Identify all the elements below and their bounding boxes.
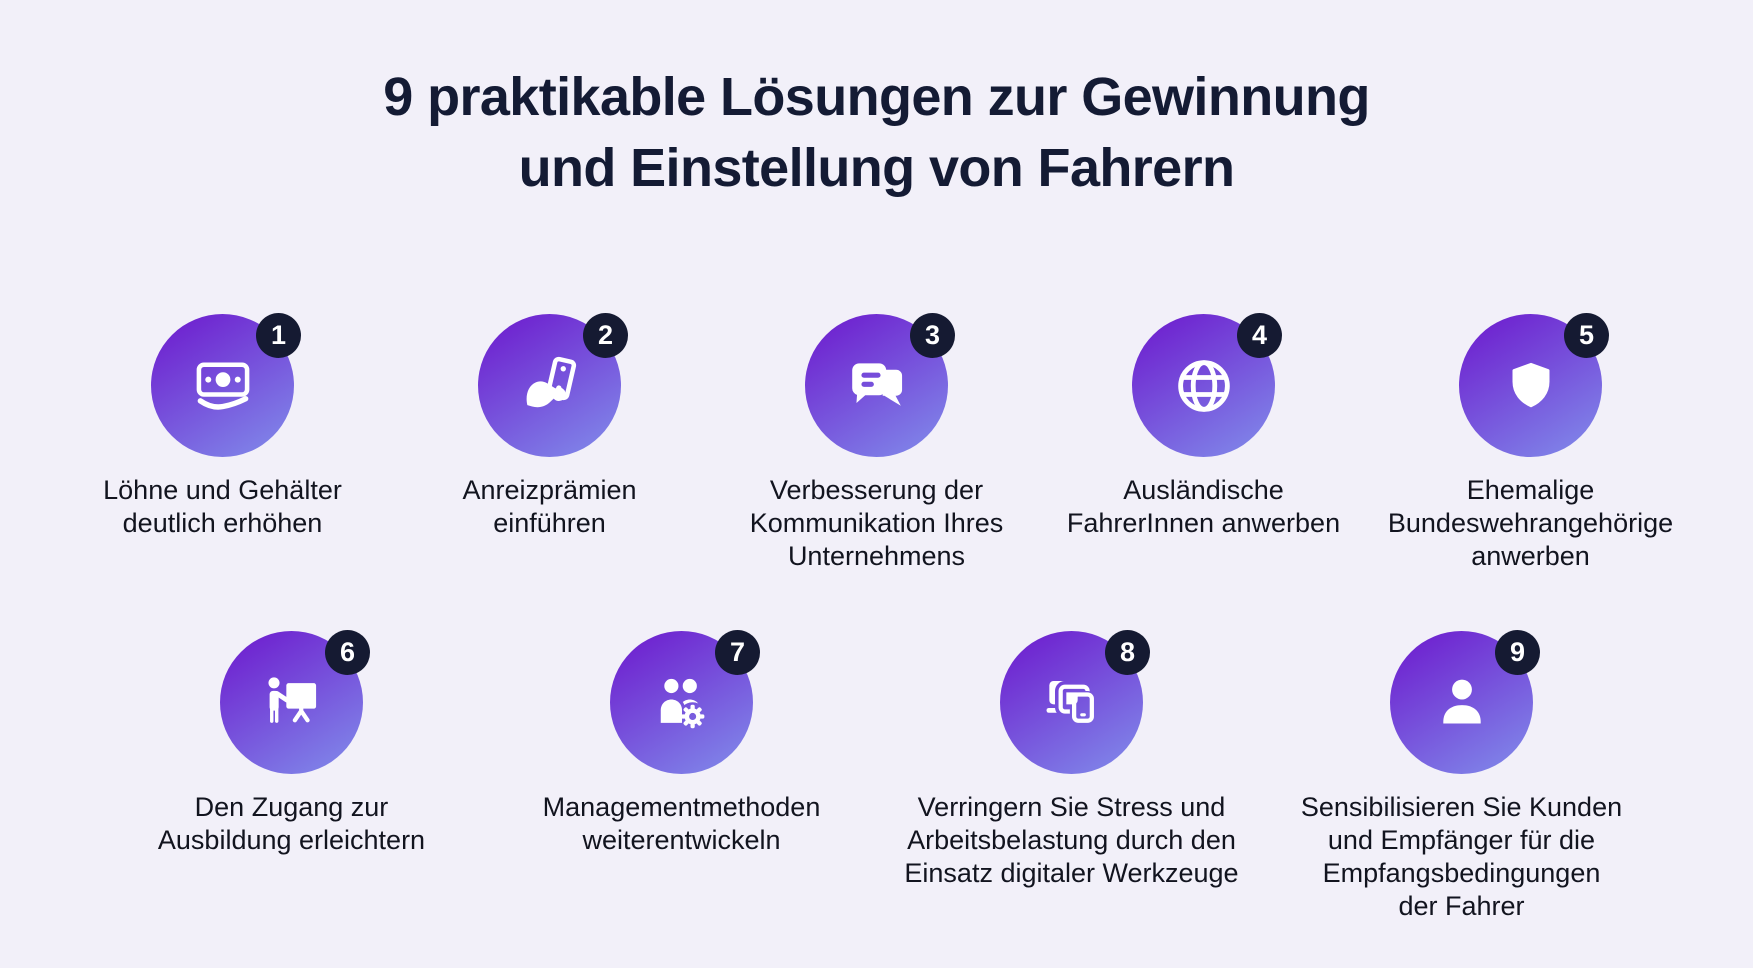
number-badge: 1 [256,313,301,358]
person-awareness-icon [1442,679,1481,724]
solution-item-7: 7 Managementmethoden weiterentwickeln [487,630,877,857]
solution-label: Ehemalige Bundeswehrangehörige anwerben [1387,475,1674,571]
solution-label: Verringern Sie Stress und Arbeitsbelastu… [904,792,1239,888]
number-badge: 7 [715,630,760,675]
solution-item-6: 6 Den Zugang zur Ausbildung erleichtern [97,630,487,857]
solution-label: Sensibilisieren Sie Kunden und Empfänger… [1300,792,1623,921]
solution-label: Löhne und Gehälter deutlich erhöhen [103,475,342,538]
globe-icon [1177,359,1230,412]
team-gear-icon [660,678,704,728]
solution-label: Den Zugang zur Ausbildung erleichtern [157,792,426,855]
number-badge: 4 [1237,313,1282,358]
number-badge: 8 [1105,630,1150,675]
solution-item-9: 9 Sensibilisieren Sie Kunden und Empfäng… [1267,630,1657,923]
solution-label: Managementmethoden weiterentwickeln [542,792,821,855]
solutions-row-1: 1 Löhne und Gehälter deutlich erhöhen [0,313,1753,631]
solution-item-1: 1 Löhne und Gehälter deutlich erhöhen [59,313,386,540]
number-badge: 2 [583,313,628,358]
number-badge: 6 [325,630,370,675]
training-presentation-icon [267,676,316,723]
hand-money-icon [526,356,576,407]
chat-bubbles-icon [851,362,902,406]
solution-item-4: 4 Ausländische FahrerInnen anwerben [1040,313,1367,540]
solutions-row-2: 6 Den Zugang zur Ausbildung erleichtern [0,630,1753,923]
page-title: 9 praktikable Lösungen zur Gewinnung und… [383,67,1370,198]
solution-label: Anreizprämien einführen [462,475,637,538]
banknote-icon [196,361,249,410]
digital-devices-icon [1046,680,1094,723]
shield-icon [1512,362,1549,407]
solution-item-3: 3 Verbesserung der Kommunikation Ihres U… [713,313,1040,573]
number-badge: 3 [910,313,955,358]
solution-item-5: 5 Ehemalige Bundeswehrangehörige anwerbe… [1367,313,1694,573]
number-badge: 5 [1564,313,1609,358]
solution-item-2: 2 Anreizprämien einführen [386,313,713,540]
number-badge: 9 [1495,630,1540,675]
solution-label: Ausländische FahrerInnen anwerben [1066,475,1341,538]
solution-label: Verbesserung der Kommunikation Ihres Unt… [749,475,1004,571]
solution-item-8: 8 Verringern Sie Stress und Arbeitsbelas… [877,630,1267,890]
